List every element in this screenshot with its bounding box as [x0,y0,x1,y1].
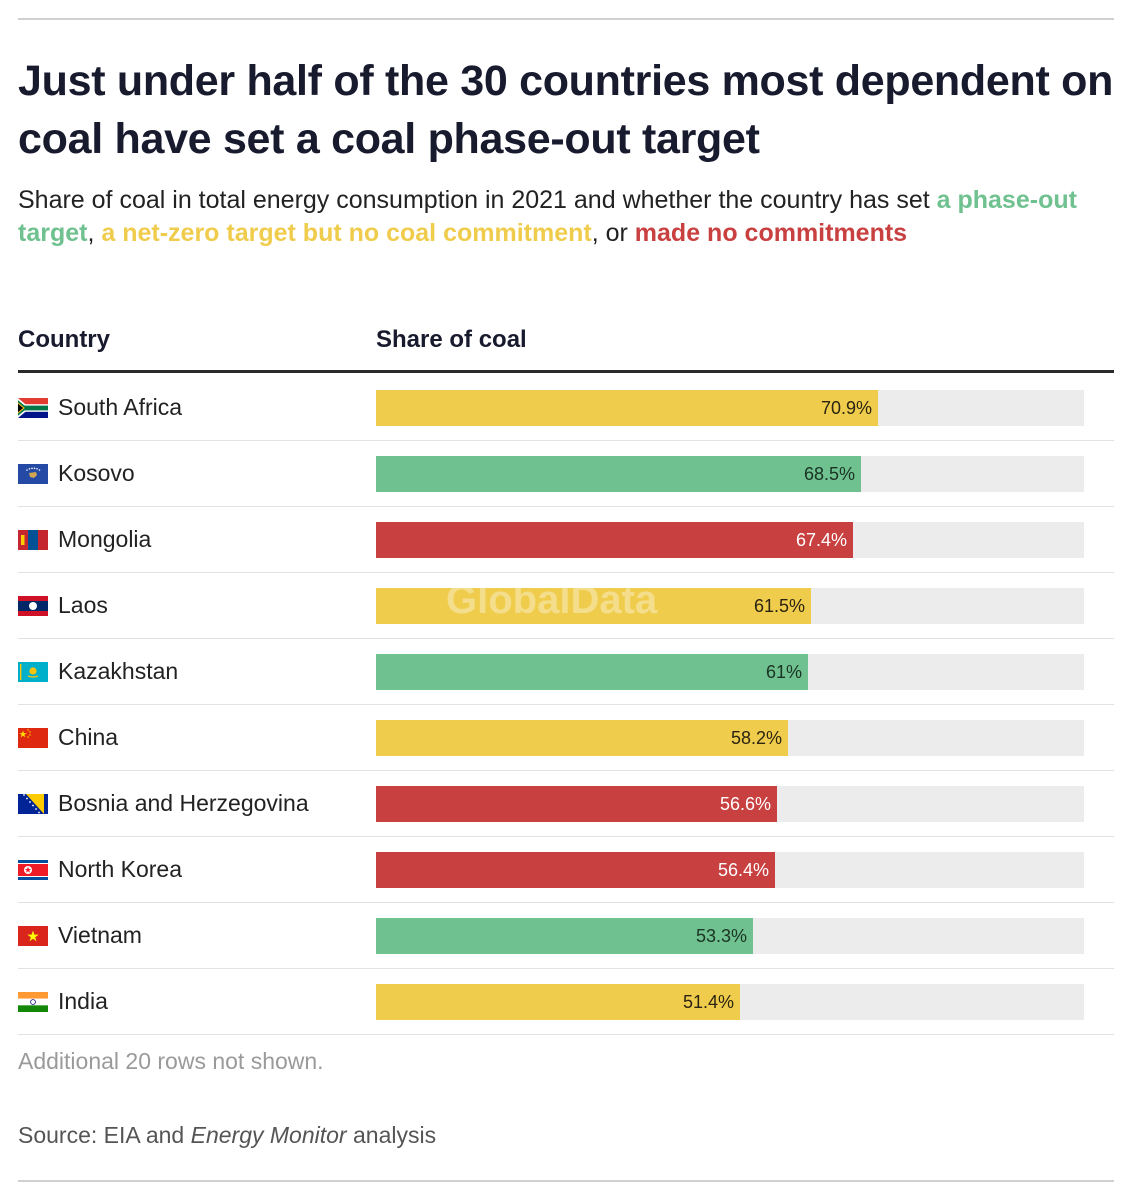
subtitle-separator: , or [591,219,635,247]
country-name: Vietnam [58,922,142,948]
flag-kosovo-icon [18,464,48,484]
flag-bosnia-and-herzegovina-icon [18,794,48,814]
bar[interactable]: 51.4% [376,984,740,1020]
top-divider [18,18,1114,20]
flag-vietnam-icon [18,926,48,946]
bar-value-label: 56.6% [719,794,771,814]
bar[interactable]: 70.9% [376,390,878,426]
header-divider [18,370,1114,373]
bar-value-label: 56.4% [717,860,769,880]
country-name: China [58,724,119,750]
bar[interactable]: 53.3% [376,918,753,954]
column-header-share[interactable]: Share of coal [376,326,527,353]
country-name: South Africa [58,394,183,420]
table-row: Bosnia and Herzegovina 56.6% [18,770,1114,837]
table-row: Kazakhstan 61% [18,638,1114,705]
table-row: South Africa 70.9% [18,374,1114,441]
bar[interactable]: 61% [376,654,808,690]
source-note: Source: EIA and Energy Monitor analysis [18,1122,436,1149]
flag-south-africa-icon [18,398,48,418]
bar[interactable]: 61.5% [376,588,811,624]
country-name: Laos [58,592,108,618]
bar[interactable]: 56.4% [376,852,775,888]
table-row: North Korea 56.4% [18,836,1114,903]
table-row: Vietnam 53.3% [18,902,1114,969]
bar-value-label: 61% [765,662,802,682]
bar-value-label: 58.2% [730,728,782,748]
bar[interactable]: 67.4% [376,522,853,558]
bar[interactable]: 58.2% [376,720,788,756]
country-name: Kosovo [58,460,135,486]
table-row: Mongolia 67.4% [18,506,1114,573]
flag-north-korea-icon [18,860,48,880]
rows-not-shown-note: Additional 20 rows not shown. [18,1048,324,1074]
flag-china-icon [18,728,48,748]
bar[interactable]: 56.6% [376,786,777,822]
flag-mongolia-icon [18,530,48,550]
country-name: India [58,988,108,1014]
flag-india-icon [18,992,48,1012]
chart-subtitle: Share of coal in total energy consumptio… [18,184,1114,250]
legend-no-commitments: made no commitments [634,219,908,247]
bar-value-label: 67.4% [795,530,847,550]
table-row: China 58.2% [18,704,1114,771]
column-header-country[interactable]: Country [18,326,110,353]
chart-title: Just under half of the 30 countries most… [18,57,1114,163]
country-name: Kazakhstan [58,658,179,684]
flag-kazakhstan-icon [18,662,48,682]
country-name: Bosnia and Herzegovina [58,790,309,816]
bar-value-label: 53.3% [695,926,747,946]
source-publication: Energy Monitor [190,1122,347,1148]
legend-net-zero: a net-zero target but no coal commitment [101,219,592,247]
table-row: Kosovo 68.5% [18,440,1114,507]
bar-value-label: 51.4% [682,992,734,1012]
legend-phase-out: a phase-out target [18,186,1077,247]
country-name: Mongolia [58,526,152,552]
subtitle-separator: , [87,219,102,247]
subtitle-text: Share of coal in total energy consumptio… [18,186,937,214]
bar-value-label: 61.5% [753,596,805,616]
source-prefix: Source: EIA and [18,1122,191,1148]
bar-value-label: 68.5% [803,464,855,484]
table-row: India 51.4% [18,968,1114,1035]
flag-laos-icon [18,596,48,616]
table-row: Laos 61.5% [18,572,1114,639]
bar[interactable]: 68.5% [376,456,861,492]
bar-value-label: 70.9% [820,398,872,418]
country-name: North Korea [58,856,183,882]
source-suffix: analysis [346,1122,437,1148]
bottom-divider [18,1180,1114,1182]
